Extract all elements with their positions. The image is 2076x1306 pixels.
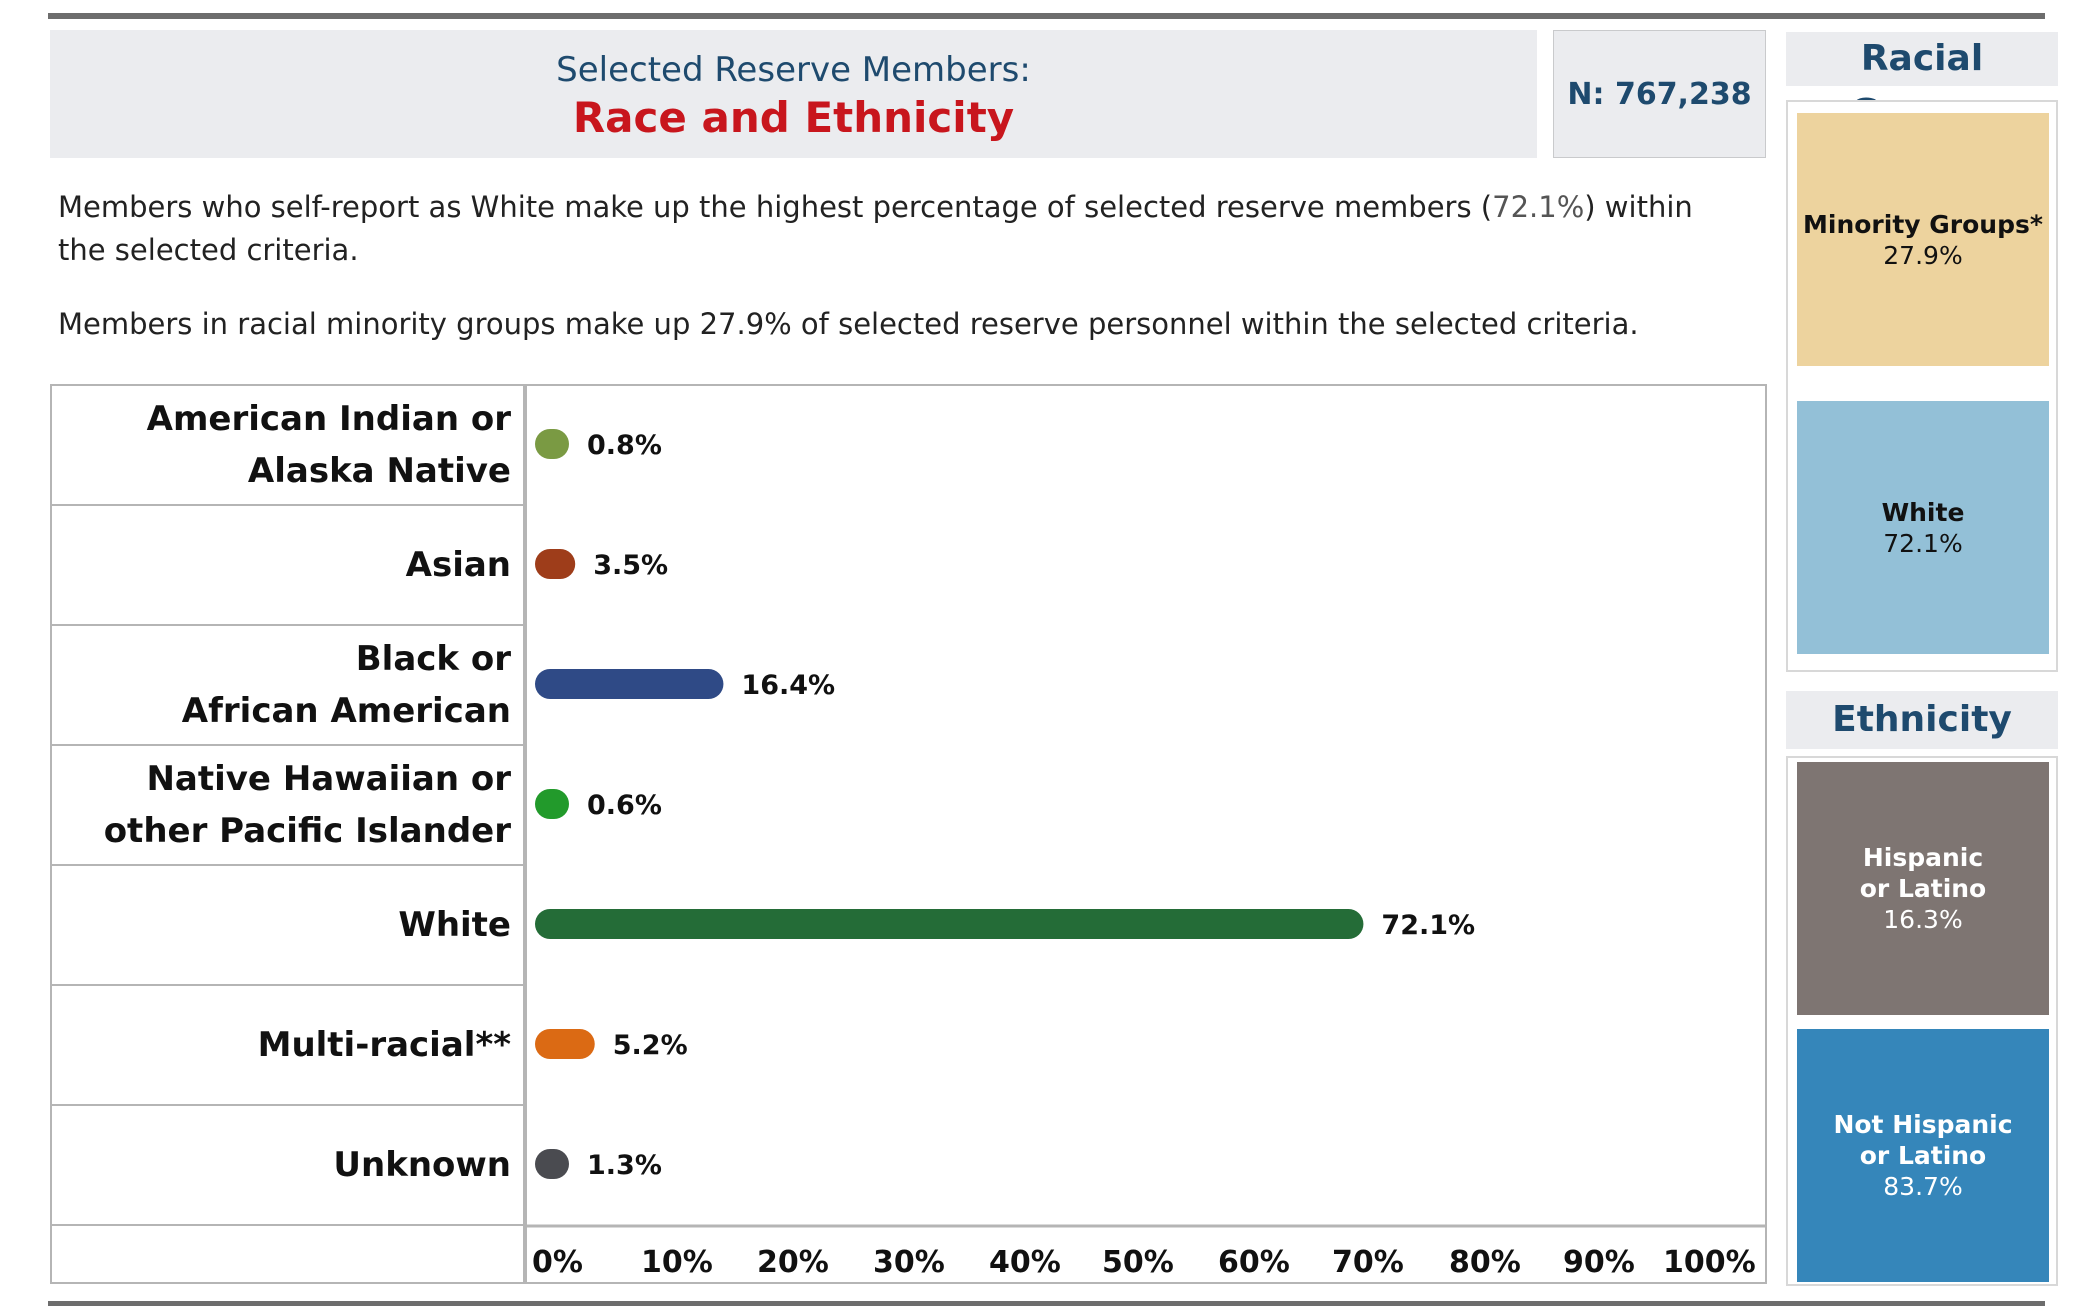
description-white-highlight: 72.1% <box>1492 190 1585 224</box>
category-label-line: Native Hawaiian or <box>146 759 511 799</box>
category-label-panel: American Indian or Alaska Native Asian Blac… <box>50 384 525 1284</box>
bar-value-label-6: 1.3% <box>587 1150 662 1181</box>
racial-groups-header: Racial Groups <box>1786 32 2058 133</box>
category-label: Multi-racial** <box>258 1019 511 1071</box>
category-label-line: American Indian or <box>146 399 511 439</box>
x-tick-label-1: 10% <box>641 1245 713 1280</box>
top-rule <box>48 13 2045 19</box>
category-row-6: Unknown <box>52 1106 523 1226</box>
bar-1[interactable] <box>535 549 576 579</box>
category-label: Unknown <box>333 1139 511 1191</box>
bar-value-label-2: 16.4% <box>741 670 835 701</box>
category-label-line: Unknown <box>333 1145 511 1185</box>
category-label-line: other Pacific Islander <box>103 811 511 851</box>
category-row-5: Multi-racial** <box>52 986 523 1106</box>
x-tick-label-8: 80% <box>1449 1245 1521 1280</box>
bar-6[interactable] <box>535 1149 569 1179</box>
category-label-line: African American <box>181 691 511 731</box>
bar-4[interactable] <box>535 909 1364 939</box>
tile-white[interactable]: White 72.1% <box>1797 401 2049 654</box>
x-tick-label-2: 20% <box>757 1245 829 1280</box>
tile-not-hispanic-or-latino[interactable]: Not Hispanic or Latino 83.7% <box>1797 1029 2049 1282</box>
category-label-line: Alaska Native <box>247 451 511 491</box>
category-row-0: American Indian or Alaska Native <box>52 386 523 506</box>
category-row-3: Native Hawaiian or other Pacific Islander <box>52 746 523 866</box>
tile-minority-groups-label: Minority Groups* <box>1803 210 2043 239</box>
bar-value-label-5: 5.2% <box>613 1030 688 1061</box>
bar-3[interactable] <box>535 789 569 819</box>
x-tick-label-5: 50% <box>1102 1245 1174 1280</box>
bar-plot-panel: 0.8% 3.5% 16.4% 0.6% 72.1% 5.2% 1.3% 0% 10% 20% 30… <box>525 384 1767 1284</box>
description-white-after: ) within the selected criteria. <box>58 190 1693 267</box>
x-tick-label-6: 60% <box>1218 1245 1290 1280</box>
bar-5[interactable] <box>535 1029 595 1059</box>
x-tick-label-0: 0% <box>532 1245 583 1280</box>
category-label: Black or African American <box>182 633 511 737</box>
category-label-line: White <box>398 905 511 945</box>
description-white-before: Members who self-report as White make up… <box>58 190 1493 224</box>
bar-value-label-4: 72.1% <box>1381 910 1475 941</box>
category-label: Asian <box>406 539 511 591</box>
category-row-4: White <box>52 866 523 986</box>
x-tick-label-7: 70% <box>1332 1245 1404 1280</box>
tile-white-value: 72.1% <box>1883 529 1963 558</box>
category-row-1: Asian <box>52 506 523 626</box>
x-tick-label-4: 40% <box>989 1245 1061 1280</box>
bar-2[interactable] <box>535 669 724 699</box>
bar-value-label-0: 0.8% <box>587 430 662 461</box>
tile-not-hispanic-label-line2: or Latino <box>1859 1141 1987 1170</box>
tile-minority-groups[interactable]: Minority Groups* 27.9% <box>1797 113 2049 366</box>
description-white: Members who self-report as White make up… <box>58 186 1698 272</box>
category-label-line: Asian <box>405 545 511 585</box>
tile-white-label: White <box>1881 498 1965 527</box>
category-label-line: Multi-racial** <box>257 1025 511 1065</box>
page-subtitle: Race and Ethnicity <box>572 93 1015 142</box>
title-box: Selected Reserve Members: Race and Ethni… <box>50 30 1537 158</box>
x-tick-label-9: 90% <box>1563 1245 1635 1280</box>
bar-value-label-1: 3.5% <box>593 550 668 581</box>
tile-hispanic-label-line2: or Latino <box>1859 874 1987 903</box>
category-label: Native Hawaiian or other Pacific Islander <box>104 753 511 857</box>
tile-hispanic-value: 16.3% <box>1883 905 1963 934</box>
bar-value-label-3: 0.6% <box>587 790 662 821</box>
bar-0[interactable] <box>535 429 569 459</box>
category-label-line: Black or <box>355 639 511 679</box>
description-minority: Members in racial minority groups make u… <box>58 307 1639 341</box>
x-tick-label-3: 30% <box>873 1245 945 1280</box>
bar-chart: 0.8% 3.5% 16.4% 0.6% 72.1% 5.2% 1.3% 0% 10% 20% 30… <box>527 429 1765 1280</box>
x-tick-label-10: 100% <box>1663 1245 1756 1280</box>
category-row-2: Black or African American <box>52 626 523 746</box>
tile-hispanic-or-latino[interactable]: Hispanic or Latino 16.3% <box>1797 762 2049 1015</box>
tile-not-hispanic-label-line1: Not Hispanic <box>1833 1110 2013 1139</box>
category-label: American Indian or Alaska Native <box>147 393 511 497</box>
tile-hispanic-label-line1: Hispanic <box>1862 843 1984 872</box>
category-label: White <box>398 899 511 951</box>
ethnicity-header: Ethnicity <box>1786 691 2058 749</box>
tile-not-hispanic-value: 83.7% <box>1883 1172 1963 1201</box>
sample-size-badge: N: 767,238 <box>1553 30 1766 158</box>
tile-minority-groups-value: 27.9% <box>1883 241 1963 270</box>
page-title: Selected Reserve Members: <box>556 50 1031 90</box>
